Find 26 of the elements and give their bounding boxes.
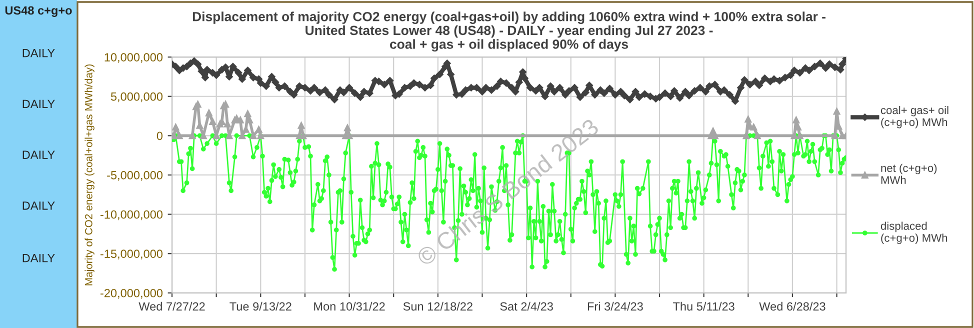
- text: DAILY: [22, 100, 55, 108]
- x-tick-label: Wed 6/28/23: [759, 302, 826, 311]
- y-tick-label: -10,000,000: [100, 210, 163, 220]
- x-tick-label: Wed 7/27/22: [138, 302, 205, 311]
- x-tick-label: Fri 3/24/23: [588, 302, 643, 311]
- x-tick-label: Thu 5/11/23: [673, 302, 734, 311]
- legend-label: displaced (c+g+o) MWh: [880, 222, 948, 244]
- x-tick-label: Sun 12/18/22: [403, 302, 472, 311]
- legend-label: coal+ gas+ oil (c+g+o) MWh: [880, 106, 948, 128]
- y-tick-label: -15,000,000: [100, 250, 163, 260]
- chart-title: Displacement of majority CO2 energy (coal+gas+oil) by adding 1060% extra wind + 100% extra solar - United States Lower 48 (US48) - DAILY - year ending Jul 27 2023 - coal + gas + oil displaced 90% of days: [192, 12, 826, 52]
- x-tick-label: Tue 9/13/22: [230, 302, 292, 311]
- text: DAILY: [22, 150, 55, 159]
- y-tick-label: -5,000,000: [107, 171, 163, 181]
- text: DAILY: [22, 49, 55, 58]
- text: DAILY: [22, 254, 55, 262]
- x-tick-label: Sat 2/4/23: [500, 302, 553, 311]
- x-tick-label: Mon 10/31/22: [314, 302, 385, 311]
- y-tick-label: -20,000,000: [100, 288, 163, 299]
- legend-label: net (c+g+o) MWh: [881, 164, 937, 184]
- y-tick-label: 5,000,000: [110, 92, 163, 102]
- y-axis-title: Majority of CO2 energy (coal+oil+gas MWh/day): [84, 64, 94, 286]
- text: DAILY: [22, 202, 55, 210]
- y-tick-label: 0: [156, 132, 163, 140]
- text: US48 c+g+o: [5, 6, 72, 17]
- y-tick-label: 10,000,000: [104, 53, 163, 63]
